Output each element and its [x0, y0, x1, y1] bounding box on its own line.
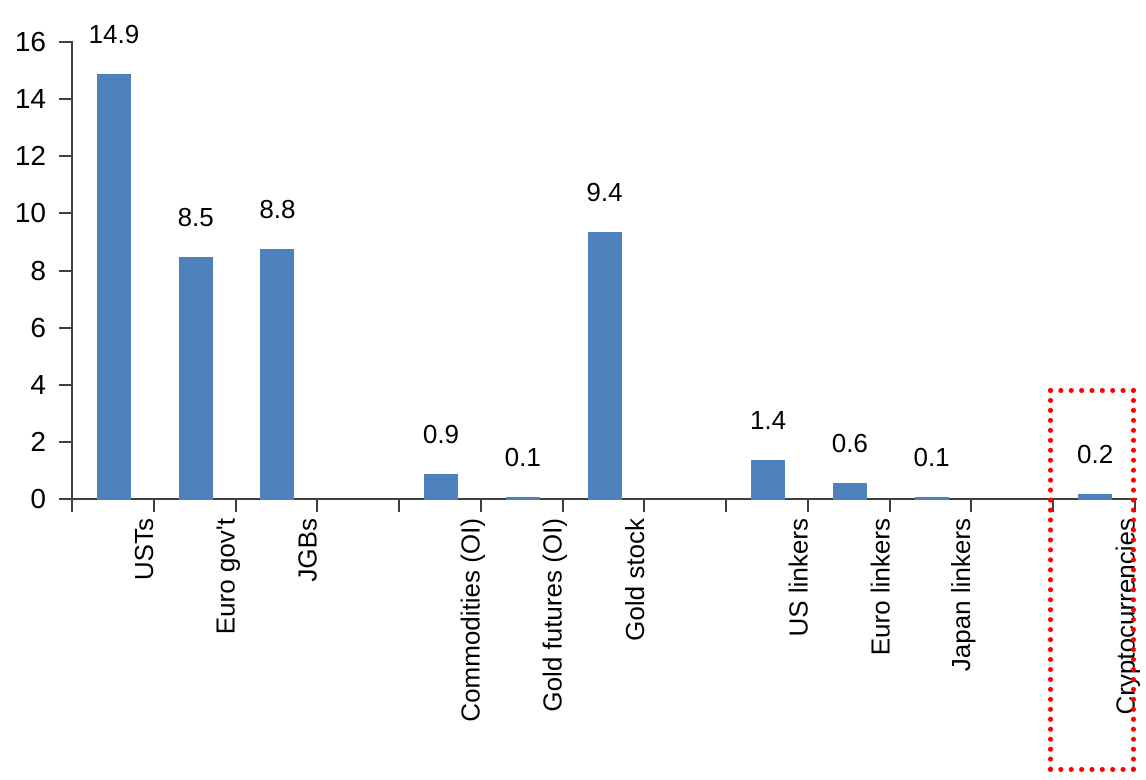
bar-commodities-oi — [423, 474, 458, 500]
y-tick-mark — [59, 98, 73, 101]
bar-gold-futures-oi — [505, 497, 540, 500]
y-tick-mark — [59, 269, 73, 272]
x-tick-mark — [806, 500, 809, 512]
category-label: Japan linkers — [946, 518, 977, 672]
data-label: 9.4 — [586, 176, 623, 207]
x-tick-mark — [1052, 500, 1055, 512]
data-label: 1.4 — [749, 405, 787, 435]
x-tick-mark — [316, 500, 319, 512]
x-tick-mark — [888, 500, 891, 512]
bar-usts — [96, 74, 131, 500]
y-axis-line — [71, 43, 73, 512]
data-label: 8.8 — [259, 193, 296, 224]
highlight-box — [1048, 388, 1136, 772]
y-tick-mark — [59, 326, 73, 329]
x-tick-mark — [71, 500, 73, 512]
bar-euro-linkers — [832, 482, 867, 500]
y-tick-label: 4 — [30, 368, 46, 400]
x-tick-mark — [152, 500, 155, 512]
category-label: Commodities (OI) — [455, 518, 486, 722]
bar-jgbs — [260, 248, 295, 500]
category-label: JGBs — [292, 518, 323, 582]
y-tick-label: 16 — [14, 26, 46, 57]
data-label: 8.5 — [177, 202, 214, 233]
data-label: 14.9 — [88, 19, 140, 50]
x-tick-mark — [643, 500, 646, 512]
y-tick-label: 6 — [30, 311, 46, 343]
y-tick-mark — [59, 41, 73, 43]
y-tick-mark — [59, 498, 73, 500]
x-tick-mark — [970, 500, 973, 512]
category-label: Euro linkers — [864, 518, 895, 656]
data-label: 0.2 — [1077, 439, 1114, 470]
x-tick-mark — [725, 500, 728, 512]
y-tick-mark — [59, 155, 73, 158]
y-tick-mark — [59, 440, 73, 443]
y-tick-label: 2 — [30, 425, 46, 457]
y-tick-label: 0 — [30, 483, 46, 514]
y-tick-label: 10 — [14, 197, 46, 229]
data-label: 0.1 — [504, 442, 541, 473]
category-label: Gold futures (OI) — [537, 518, 568, 712]
x-tick-mark — [398, 500, 401, 512]
data-label: 0.9 — [422, 419, 460, 450]
bar-cryptocurrencies — [1078, 494, 1113, 500]
y-tick-mark — [59, 212, 73, 215]
y-tick-mark — [59, 383, 73, 386]
bar-japan-linkers — [914, 497, 949, 500]
category-label: Euro gov't — [210, 518, 241, 635]
y-tick-label: 8 — [30, 254, 46, 286]
y-tick-label: 14 — [14, 83, 46, 115]
x-tick-mark — [561, 500, 564, 512]
data-label: 0.1 — [913, 442, 950, 473]
data-label: 0.6 — [831, 427, 868, 458]
x-tick-mark — [234, 500, 237, 512]
bar-gold-stock — [587, 231, 622, 500]
category-label: US linkers — [783, 518, 814, 637]
y-tick-label: 12 — [14, 140, 46, 172]
category-label: USTs — [128, 518, 159, 581]
category-label: Gold stock — [619, 518, 650, 641]
x-tick-mark — [479, 500, 482, 512]
bar-euro-gov-t — [178, 257, 213, 500]
bar-us-linkers — [751, 460, 786, 500]
